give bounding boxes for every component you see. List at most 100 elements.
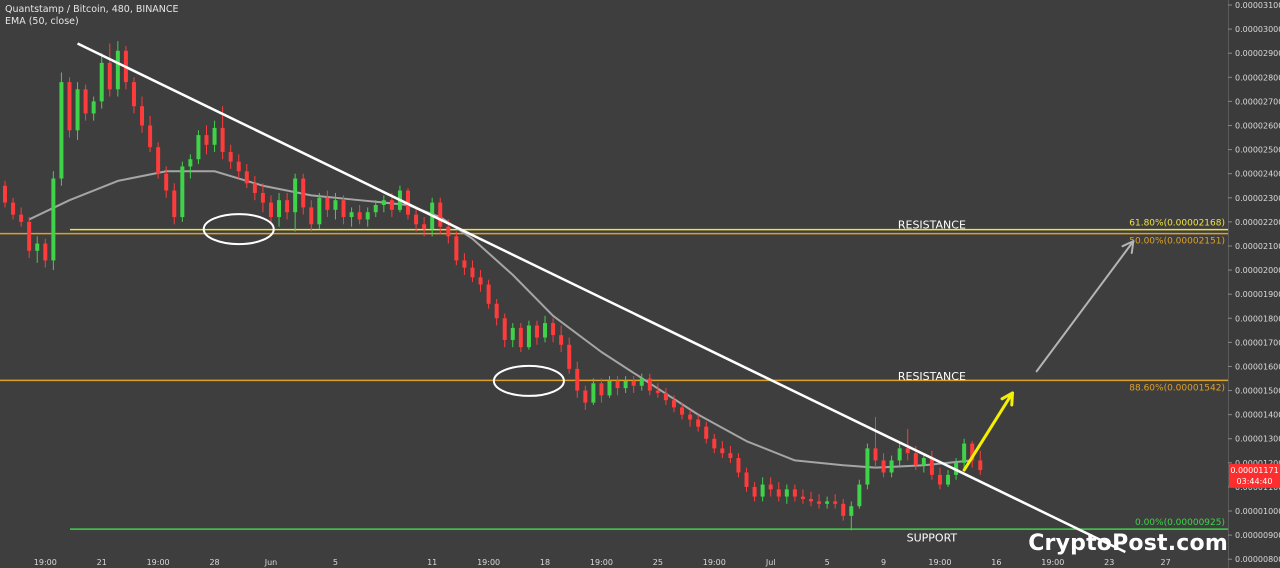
trendline: [76, 42, 1126, 554]
candle-body: [115, 50, 120, 90]
candle-body: [833, 501, 838, 504]
candle: [599, 378, 604, 403]
x-tick-label: Jul: [765, 558, 776, 567]
candle-body: [583, 390, 588, 403]
candle-body: [623, 380, 628, 389]
x-tick-label: Jun: [264, 558, 278, 567]
candle: [623, 376, 628, 393]
candle-body: [462, 260, 467, 268]
candle-body: [389, 200, 394, 210]
candle-body: [696, 419, 701, 427]
candle: [172, 183, 177, 225]
candle-body: [946, 474, 951, 485]
x-tick-label: 19:00: [477, 558, 500, 567]
candle-body: [768, 484, 773, 490]
x-tick-label: 27: [1161, 558, 1171, 567]
candle-body: [889, 460, 894, 473]
candle-body: [365, 212, 370, 220]
x-tick-label: 21: [97, 558, 107, 567]
candle-body: [478, 277, 483, 285]
projection-arrow: [962, 391, 1014, 472]
candle-body: [639, 378, 644, 386]
candle: [454, 231, 459, 266]
candle-body: [543, 323, 548, 338]
candle: [825, 496, 830, 509]
x-tick-label: 25: [653, 558, 663, 567]
y-tick-label: 0.00002500: [1235, 146, 1280, 155]
candle-body: [567, 344, 572, 369]
candle: [373, 200, 378, 218]
candle-body: [11, 202, 16, 215]
candle: [889, 455, 894, 478]
candle-body: [422, 224, 427, 230]
candle: [75, 82, 80, 140]
candle-body: [881, 460, 886, 473]
x-tick-label: 18: [540, 558, 550, 567]
candle-body: [373, 205, 378, 213]
candle: [293, 173, 298, 232]
candle: [559, 325, 564, 352]
candle: [11, 197, 16, 220]
candle: [91, 96, 96, 121]
y-tick-label: 0.00001400: [1235, 411, 1280, 420]
candle-body: [3, 185, 7, 203]
candle: [849, 501, 854, 531]
candle: [800, 489, 805, 504]
candle-body: [913, 453, 918, 466]
candle: [567, 337, 572, 374]
candle: [309, 200, 314, 232]
candle: [720, 441, 725, 459]
candle-body: [897, 448, 902, 461]
candle-body: [91, 101, 96, 114]
last-price-bg: [1229, 463, 1280, 488]
candle-body: [107, 62, 112, 90]
symbol-title: Quantstamp / Bitcoin, 480, BINANCE: [5, 4, 179, 15]
candle: [929, 450, 934, 480]
candle-body: [156, 147, 161, 174]
candle-body: [655, 390, 660, 393]
level-label: SUPPORT: [907, 532, 958, 545]
y-tick-label: 0.00002100: [1235, 242, 1280, 251]
candle: [639, 373, 644, 391]
candle-body: [244, 171, 249, 184]
candle: [526, 320, 531, 350]
candle: [349, 207, 354, 227]
level-label: RESISTANCE: [898, 218, 966, 231]
candle: [680, 402, 685, 420]
candle: [921, 453, 926, 473]
candle: [647, 373, 652, 396]
candle-body: [252, 183, 257, 193]
candle-body: [494, 303, 499, 319]
candle-body: [800, 496, 805, 499]
candle: [325, 190, 330, 218]
candle: [833, 494, 838, 509]
candle: [131, 77, 136, 114]
candle: [792, 484, 797, 502]
candle-body: [962, 443, 967, 463]
candle-body: [776, 489, 781, 497]
candle-body: [470, 267, 475, 278]
candle: [244, 164, 249, 189]
candle: [728, 445, 733, 463]
candle-body: [712, 438, 717, 449]
candle-body: [349, 212, 354, 218]
candle-body: [333, 200, 338, 210]
candle: [285, 192, 290, 220]
candle-body: [809, 498, 813, 502]
candle: [19, 207, 24, 227]
candle-body: [341, 200, 346, 218]
last-price-value: 0.00001171: [1230, 466, 1278, 475]
candle: [140, 96, 145, 133]
candle-body: [559, 335, 564, 345]
candle-body: [720, 448, 725, 454]
legend: Quantstamp / Bitcoin, 480, BINANCE EMA (…: [5, 4, 179, 28]
x-tick-label: 19:00: [703, 558, 726, 567]
candle-body: [970, 443, 975, 461]
y-tick-label: 0.00002800: [1235, 73, 1280, 82]
candle-body: [704, 426, 709, 439]
candle: [252, 176, 257, 201]
candle: [607, 376, 612, 398]
candle: [365, 207, 370, 227]
candle: [204, 125, 209, 155]
